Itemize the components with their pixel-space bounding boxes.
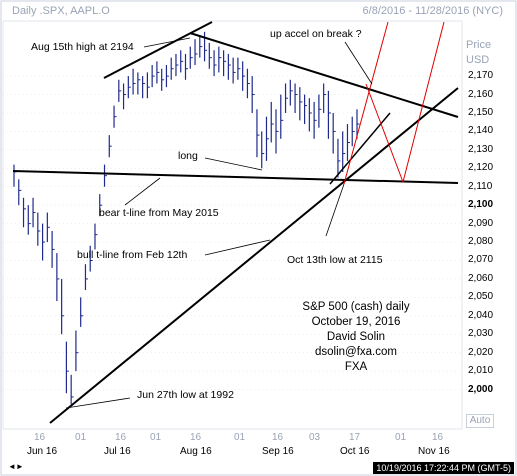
x-minor-tick-label: 01: [150, 432, 162, 443]
x-minor-tick-label: 16: [190, 432, 202, 443]
y-tick-label: 2,140: [468, 125, 494, 137]
x-minor-tick-label: 16: [432, 432, 444, 443]
bull-tline-feb-12th: [49, 87, 459, 424]
y-tick-label: 2,020: [468, 346, 494, 358]
pointer-aug-high: [143, 37, 191, 48]
x-minor-tick-label: 17: [349, 432, 361, 443]
x-tick-label: Nov 16: [418, 446, 450, 457]
bear-tline-may-2015: [12, 170, 459, 184]
x-minor-tick-label: 01: [75, 432, 87, 443]
x-tick-label: Sep 16: [262, 446, 294, 457]
grid-lines: [3, 75, 462, 390]
annotation-oct-low: Oct 13th low at 2115: [287, 254, 383, 266]
y-tick-label: 2,090: [468, 217, 494, 229]
pointer-up-accel: [344, 41, 373, 85]
x-minor-tick-label: 03: [309, 432, 321, 443]
auto-scale-button[interactable]: Auto: [466, 414, 494, 428]
y-tick-label: 2,040: [468, 309, 494, 321]
annotation-bear-tline: bear t-line from May 2015: [99, 207, 219, 219]
x-tick-label: Jul 16: [104, 446, 131, 457]
y-tick-label: 2,050: [468, 291, 494, 303]
price-axis-label: Price USD: [466, 38, 491, 68]
projection-red-3: [402, 21, 445, 183]
annotation-aug-high: Aug 15th high at 2194: [31, 41, 134, 53]
x-minor-tick-label: 16: [34, 432, 46, 443]
y-tick-label: 2,030: [468, 328, 494, 340]
y-tick-label: 2,110: [468, 180, 493, 192]
y-tick-label: 2,070: [468, 254, 494, 266]
credit-line-email: dsolin@fxa.com: [315, 346, 397, 358]
x-minor-tick-label: 01: [234, 432, 246, 443]
y-tick-label: 2,080: [468, 236, 494, 248]
scroll-arrows-icon[interactable]: ◄►: [8, 462, 24, 471]
x-minor-tick-label: 01: [395, 432, 407, 443]
annotation-up-accel: up accel on break ?: [270, 28, 362, 40]
projection-red-1: [343, 21, 389, 185]
y-tick-label: 2,060: [468, 272, 494, 284]
y-tick-label: 2,120: [468, 162, 494, 174]
pointer-bull-tline: [204, 239, 271, 256]
chart-title: Daily .SPX, AAPL.O: [12, 5, 110, 17]
credit-line-author: David Solin: [326, 331, 386, 343]
x-tick-label: Aug 16: [180, 446, 212, 457]
trendlines: [12, 21, 459, 424]
y-tick-label: 2,170: [468, 70, 494, 82]
y-tick-label: 2,130: [468, 143, 494, 155]
annotation-long: long: [178, 150, 198, 162]
pointer-bear-tline: [124, 177, 161, 206]
y-tick-label: 2,160: [468, 88, 494, 100]
credit-line-title: S&P 500 (cash) daily: [302, 301, 410, 313]
short-support-line: [329, 112, 391, 185]
projection-red-2: [365, 83, 404, 183]
credit-line-org: FXA: [344, 361, 368, 373]
currency-label: USD: [466, 54, 490, 66]
y-tick-label: 2,000: [468, 383, 494, 395]
y-tick-label: 2,010: [468, 365, 494, 377]
price-label: Price: [466, 39, 492, 51]
title-bar: Daily .SPX, AAPL.O 6/8/2016 - 11/28/2016…: [2, 2, 515, 20]
pointer-long: [204, 157, 263, 171]
credit-line-date: October 19, 2016: [311, 316, 401, 328]
timestamp-badge: 10/19/2016 17:22:44 PM (GMT-5): [373, 462, 514, 474]
annotation-jun-low: Jun 27th low at 1992: [137, 389, 234, 401]
y-tick-label: 2,100: [468, 199, 494, 211]
chart-credit: S&P 500 (cash) daily October 19, 2016 Da…: [290, 300, 422, 375]
annotation-bull-tline: bull t-line from Feb 12th: [77, 249, 188, 261]
x-tick-label: Oct 16: [340, 446, 370, 457]
x-minor-tick-label: 16: [115, 432, 127, 443]
accel-tline-jul-aug: [103, 21, 213, 79]
date-range: 6/8/2016 - 11/28/2016 (NYC): [362, 5, 503, 17]
upper-tline-from-aug-high: [189, 32, 459, 118]
x-minor-tick-label: 16: [272, 432, 284, 443]
x-tick-label: Jun 16: [27, 446, 58, 457]
pointer-oct-low: [325, 183, 345, 237]
y-tick-label: 2,150: [468, 106, 494, 118]
pointer-jun-low: [65, 397, 131, 409]
price-bars: [13, 31, 360, 405]
